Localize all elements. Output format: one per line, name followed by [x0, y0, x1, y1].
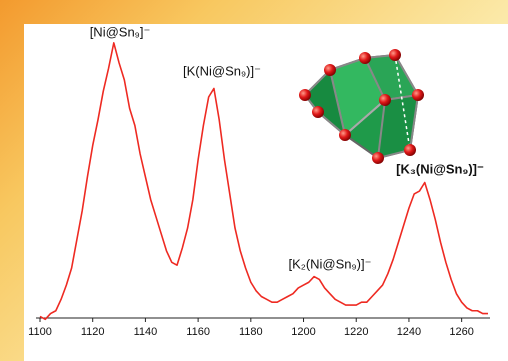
x-tick-label: 1220 — [344, 326, 368, 338]
peak-label: [K₃(Ni@Sn₉)]⁻ — [396, 161, 484, 176]
x-tick-label: 1240 — [397, 326, 421, 338]
plot-area — [24, 24, 508, 361]
chart: 1100 1120 1140 1160 1180 1200 1220 1240 1260 [Ni@… — [0, 0, 508, 361]
x-tick-label: 1260 — [449, 326, 473, 338]
figure: 1100 1120 1140 1160 1180 1200 1220 1240 1260 [Ni@… — [0, 0, 508, 361]
x-tick-label: 1200 — [291, 326, 315, 338]
x-tick-label: 1140 — [134, 326, 158, 338]
x-tick-label: 1100 — [28, 326, 52, 338]
x-tick-label: 1120 — [81, 326, 105, 338]
x-tick-label: 1160 — [186, 326, 210, 338]
peak-label: [Ni@Sn₉]⁻ — [90, 24, 151, 39]
x-tick-label: 1180 — [239, 326, 263, 338]
peak-label: [K₂(Ni@Sn₉)]⁻ — [289, 256, 372, 271]
peak-label: [K(Ni@Sn₉)]⁻ — [183, 63, 261, 78]
